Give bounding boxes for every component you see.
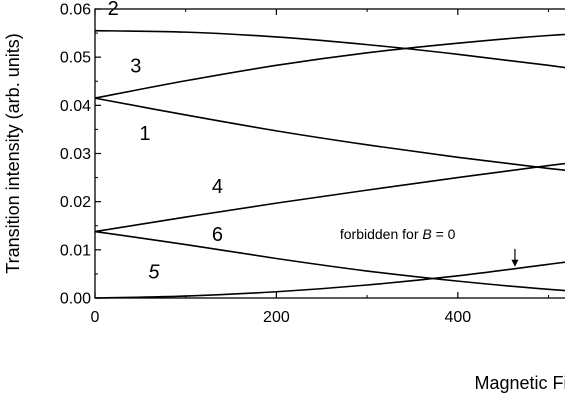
- x-axis-title: Magnetic Field (G): [474, 373, 565, 393]
- x-tick-label: 200: [263, 309, 290, 326]
- y-tick-label: 0.06: [60, 2, 91, 19]
- series-line-2: [94, 29, 565, 69]
- series-line-6: [94, 230, 565, 292]
- x-tick-label: 400: [444, 309, 471, 326]
- curve-label-5: 5: [148, 262, 160, 284]
- curve-label-1: 1: [139, 123, 150, 145]
- curve-label-6: 6: [212, 224, 223, 246]
- series-line-4: [94, 162, 565, 233]
- x-tick-label: 0: [91, 309, 100, 326]
- y-tick-label: 0.05: [60, 50, 91, 67]
- curves: [94, 29, 565, 299]
- y-axis-title: Transition intensity (arb. units): [3, 33, 23, 273]
- series-line-1: [94, 97, 565, 172]
- curve-label-4: 4: [212, 176, 223, 198]
- axes: 020040060080010000.000.010.020.030.040.0…: [3, 2, 565, 393]
- y-tick-label: 0.01: [60, 242, 91, 259]
- y-tick-label: 0.03: [60, 146, 91, 163]
- annotation-text: forbidden for B = 0: [340, 226, 456, 242]
- curve-labels: 2 3 1 4 6 5: [108, 0, 223, 284]
- plot-frame: [94, 8, 565, 299]
- curve-label-2: 2: [108, 0, 119, 20]
- y-tick-label: 0.04: [60, 98, 91, 115]
- curve-label-3: 3: [130, 56, 141, 78]
- annotation-arrow-head: [511, 259, 519, 267]
- series-line-5: [94, 261, 565, 299]
- forbidden-annotation: forbidden for B = 0: [340, 226, 519, 267]
- y-tick-label: 0.00: [60, 291, 91, 308]
- y-tick-label: 0.02: [60, 194, 91, 211]
- series-line-3: [94, 33, 565, 99]
